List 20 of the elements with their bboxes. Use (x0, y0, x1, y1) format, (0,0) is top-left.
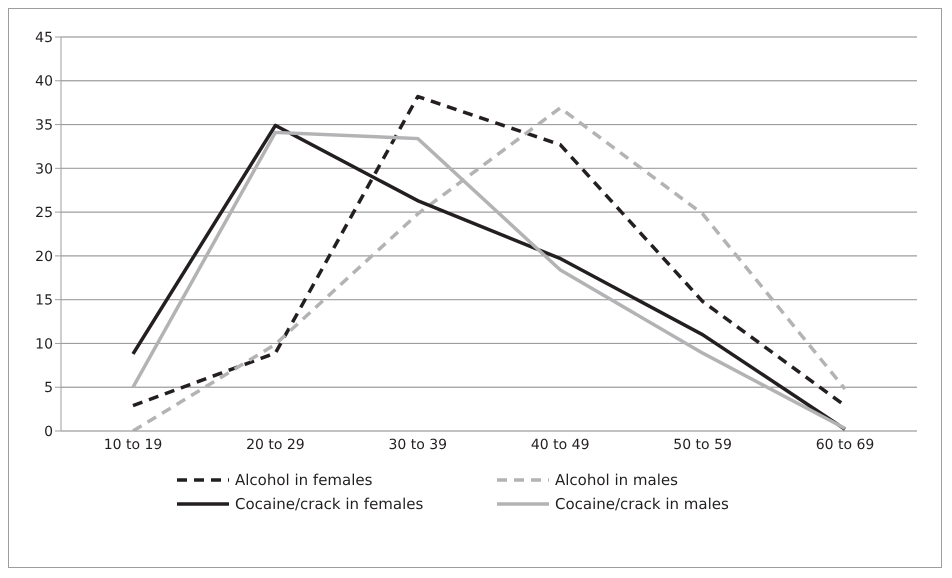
x-tick-label: 30 to 39 (388, 436, 448, 453)
legend-label: Alcohol in females (235, 471, 372, 489)
y-tick-label: 40 (35, 74, 53, 90)
y-tick-label: 35 (35, 118, 53, 134)
y-tick-label: 10 (35, 336, 53, 352)
y-tick-label: 0 (44, 424, 53, 440)
x-tick-label: 40 to 49 (530, 436, 590, 453)
y-tick-label: 5 (44, 380, 53, 396)
x-tick-label: 10 to 19 (104, 436, 162, 453)
legend-label: Cocaine/crack in females (235, 495, 424, 513)
x-tick-label: 20 to 29 (246, 436, 305, 453)
legend-label: Cocaine/crack in males (555, 495, 729, 513)
y-tick-label: 20 (35, 248, 53, 265)
y-tick-label: 30 (35, 161, 53, 178)
y-tick-label: 15 (35, 292, 53, 309)
x-tick-label: 60 to 69 (816, 436, 874, 453)
legend-label: Alcohol in males (555, 471, 678, 489)
x-tick-label: 50 to 59 (673, 436, 732, 453)
y-tick-label: 45 (35, 30, 53, 46)
y-tick-label: 25 (35, 205, 53, 222)
